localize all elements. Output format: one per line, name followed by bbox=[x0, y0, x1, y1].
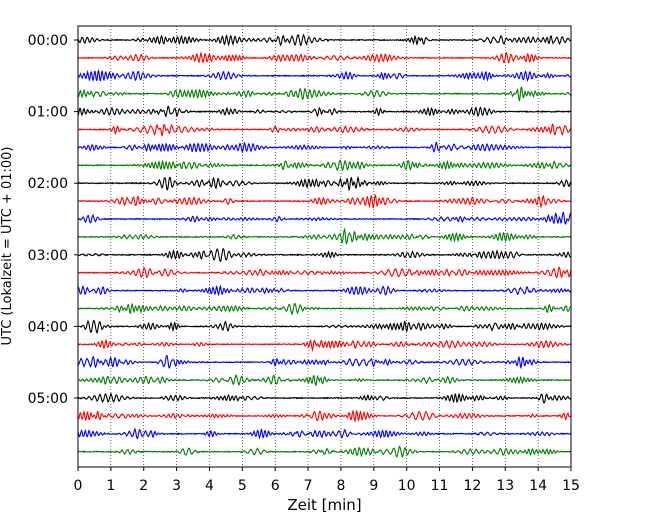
y-tick-label: 02:00 bbox=[28, 176, 68, 192]
trace-line bbox=[77, 445, 572, 458]
x-axis-ticks: 0 1 2 3 4 5 6 7 8 9 10 11 12 13 14 15 bbox=[74, 467, 580, 494]
y-tick-label: 01:00 bbox=[28, 105, 68, 121]
y-tick-label: 05:00 bbox=[28, 391, 68, 407]
trace-line bbox=[77, 159, 572, 172]
x-tick-label: 5 bbox=[238, 478, 247, 494]
y-tick-label: 04:00 bbox=[28, 319, 68, 335]
trace-line bbox=[77, 248, 572, 263]
trace-line bbox=[77, 392, 572, 405]
trace-line bbox=[77, 302, 572, 316]
x-tick-label: 3 bbox=[172, 478, 181, 494]
x-tick-label: 13 bbox=[496, 478, 514, 494]
x-tick-label: 0 bbox=[74, 478, 83, 494]
x-tick-label: 11 bbox=[431, 478, 449, 494]
seismogram-traces bbox=[77, 33, 572, 458]
x-tick-label: 15 bbox=[562, 478, 580, 494]
trace-line bbox=[77, 85, 572, 103]
trace-line bbox=[77, 266, 572, 279]
x-tick-label: 2 bbox=[139, 478, 148, 494]
trace-line bbox=[77, 123, 572, 138]
trace-line bbox=[77, 51, 572, 64]
trace-line bbox=[77, 354, 572, 370]
trace-line bbox=[77, 409, 572, 423]
trace-line bbox=[77, 319, 572, 335]
trace-line bbox=[77, 175, 572, 192]
trace-line bbox=[77, 427, 572, 440]
x-tick-label: 1 bbox=[106, 478, 115, 494]
trace-line bbox=[77, 374, 572, 387]
trace-line bbox=[77, 33, 572, 47]
trace-line bbox=[77, 211, 572, 225]
y-tick-label: 00:00 bbox=[28, 33, 68, 49]
trace-line bbox=[77, 338, 572, 353]
trace-line bbox=[77, 141, 572, 154]
x-axis-title: Zeit [min] bbox=[287, 496, 361, 514]
x-tick-label: 9 bbox=[369, 478, 378, 494]
trace-line bbox=[77, 227, 572, 245]
trace-line bbox=[77, 68, 572, 82]
y-axis-title: UTC (Lokalzeit = UTC + 01:00) bbox=[0, 147, 15, 346]
trace-line bbox=[77, 105, 572, 118]
trace-line bbox=[77, 284, 572, 297]
y-axis-ticks: 00:00 01:00 02:00 03:00 04:00 05:00 bbox=[28, 33, 78, 407]
y-tick-label: 03:00 bbox=[28, 248, 68, 264]
trace-line bbox=[77, 194, 572, 209]
x-tick-label: 7 bbox=[304, 478, 313, 494]
x-tick-label: 12 bbox=[463, 478, 481, 494]
x-tick-label: 6 bbox=[271, 478, 280, 494]
x-tick-label: 4 bbox=[205, 478, 214, 494]
x-tick-label: 14 bbox=[529, 478, 547, 494]
x-tick-label: 8 bbox=[336, 478, 345, 494]
x-tick-label: 10 bbox=[398, 478, 416, 494]
plot-frame bbox=[77, 25, 572, 468]
